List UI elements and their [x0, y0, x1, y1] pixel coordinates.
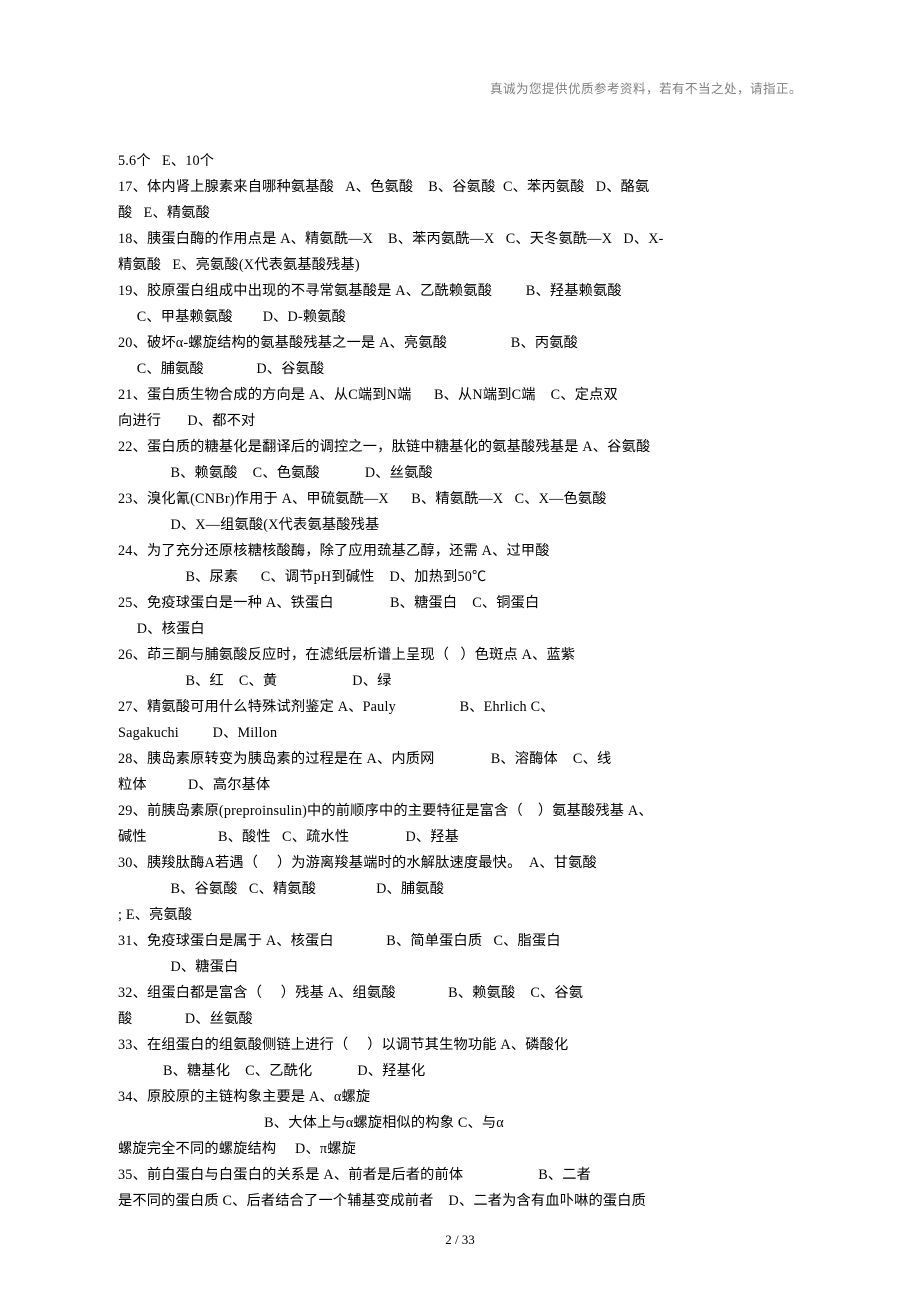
page: 真诚为您提供优质参考资料，若有不当之处，请指正。 5.6个 E、10个17、体内… [0, 0, 920, 1302]
text-line: 33、在组蛋白的组氨酸侧链上进行（ ）以调节其生物功能 A、磷酸化 [118, 1032, 802, 1058]
text-line: 26、茚三酮与脯氨酸反应时，在滤纸层析谱上呈现（ ）色斑点 A、蓝紫 [118, 642, 802, 668]
text-line: 精氨酸 E、亮氨酸(X代表氨基酸残基) [118, 252, 802, 278]
text-line: 34、原胶原的主链构象主要是 A、α螺旋 [118, 1084, 802, 1110]
text-line: 向进行 D、都不对 [118, 408, 802, 434]
text-line: 29、前胰岛素原(preproinsulin)中的前顺序中的主要特征是富含（ ）… [118, 798, 802, 824]
text-line: 27、精氨酸可用什么特殊试剂鉴定 A、Pauly B、Ehrlich C、 [118, 694, 802, 720]
text-line: 粒体 D、高尔基体 [118, 772, 802, 798]
text-line: 32、组蛋白都是富含（ ）残基 A、组氨酸 B、赖氨酸 C、谷氨 [118, 980, 802, 1006]
text-line: D、糖蛋白 [118, 954, 802, 980]
text-line: 28、胰岛素原转变为胰岛素的过程是在 A、内质网 B、溶酶体 C、线 [118, 746, 802, 772]
text-line: 酸 D、丝氨酸 [118, 1006, 802, 1032]
text-line: 酸 E、精氨酸 [118, 200, 802, 226]
text-line: Sagakuchi D、Millon [118, 720, 802, 746]
header-note: 真诚为您提供优质参考资料，若有不当之处，请指正。 [490, 78, 802, 97]
text-line: C、甲基赖氨酸 D、D-赖氨酸 [118, 304, 802, 330]
text-line: C、脯氨酸 D、谷氨酸 [118, 356, 802, 382]
text-line: 19、胶原蛋白组成中出现的不寻常氨基酸是 A、乙酰赖氨酸 B、羟基赖氨酸 [118, 278, 802, 304]
text-line: D、核蛋白 [118, 616, 802, 642]
text-line: 螺旋完全不同的螺旋结构 D、π螺旋 [118, 1136, 802, 1162]
text-line: B、红 C、黄 D、绿 [118, 668, 802, 694]
text-line: 24、为了充分还原核糖核酸酶，除了应用巯基乙醇，还需 A、过甲酸 [118, 538, 802, 564]
text-line: B、谷氨酸 C、精氨酸 D、脯氨酸 [118, 876, 802, 902]
text-line: B、赖氨酸 C、色氨酸 D、丝氨酸 [118, 460, 802, 486]
text-line: 23、溴化氰(CNBr)作用于 A、甲硫氨酰—X B、精氨酰—X C、X—色氨酸 [118, 486, 802, 512]
text-line: 5.6个 E、10个 [118, 148, 802, 174]
text-line: 35、前白蛋白与白蛋白的关系是 A、前者是后者的前体 B、二者 [118, 1162, 802, 1188]
text-line: 碱性 B、酸性 C、疏水性 D、羟基 [118, 824, 802, 850]
text-line: B、尿素 C、调节pH到碱性 D、加热到50℃ [118, 564, 802, 590]
text-line: 18、胰蛋白酶的作用点是 A、精氨酰—X B、苯丙氨酰—X C、天冬氨酰—X D… [118, 226, 802, 252]
text-line: 30、胰羧肽酶A若遇（ ）为游离羧基端时的水解肽速度最快。 A、甘氨酸 [118, 850, 802, 876]
text-line: D、X—组氨酸(X代表氨基酸残基 [118, 512, 802, 538]
text-line: B、糖基化 C、乙酰化 D、羟基化 [118, 1058, 802, 1084]
text-line: 25、免疫球蛋白是一种 A、铁蛋白 B、糖蛋白 C、铜蛋白 [118, 590, 802, 616]
text-line: 是不同的蛋白质 C、后者结合了一个辅基变成前者 D、二者为含有血卟啉的蛋白质 [118, 1188, 802, 1214]
text-line: ; E、亮氨酸 [118, 902, 802, 928]
text-line: 22、蛋白质的糖基化是翻译后的调控之一，肽链中糖基化的氨基酸残基是 A、谷氨酸 [118, 434, 802, 460]
text-line: 21、蛋白质生物合成的方向是 A、从C端到N端 B、从N端到C端 C、定点双 [118, 382, 802, 408]
page-footer: 2 / 33 [0, 1232, 920, 1248]
text-line: 20、破坏α-螺旋结构的氨基酸残基之一是 A、亮氨酸 B、丙氨酸 [118, 330, 802, 356]
text-line: 17、体内肾上腺素来自哪种氨基酸 A、色氨酸 B、谷氨酸 C、苯丙氨酸 D、酪氨 [118, 174, 802, 200]
text-line: B、大体上与α螺旋相似的构象 C、与α [118, 1110, 802, 1136]
text-line: 31、免疫球蛋白是属于 A、核蛋白 B、简单蛋白质 C、脂蛋白 [118, 928, 802, 954]
body-text: 5.6个 E、10个17、体内肾上腺素来自哪种氨基酸 A、色氨酸 B、谷氨酸 C… [118, 148, 802, 1214]
